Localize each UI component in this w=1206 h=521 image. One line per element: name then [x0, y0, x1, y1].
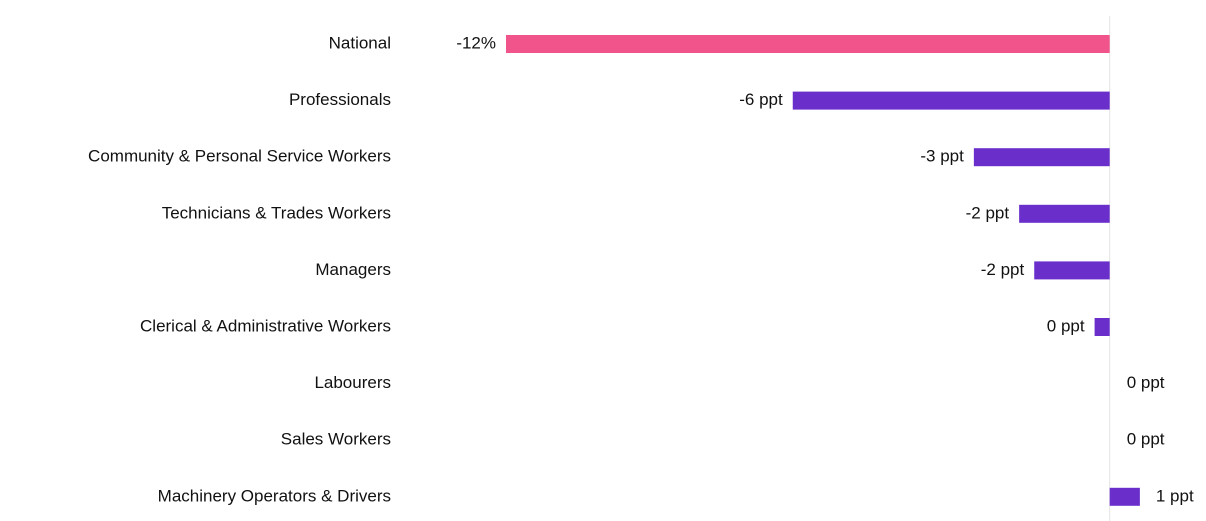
bar	[1019, 204, 1110, 223]
category-label: Managers	[315, 260, 391, 279]
value-label: -12%	[456, 33, 496, 52]
value-label: 0 ppt	[1127, 373, 1165, 392]
category-label: National	[329, 33, 391, 52]
value-label: 1 ppt	[1156, 486, 1194, 505]
value-label: -6 ppt	[739, 90, 783, 109]
value-label: 0 ppt	[1047, 316, 1085, 335]
value-label: -3 ppt	[920, 147, 964, 166]
category-label: Professionals	[289, 90, 391, 109]
bar	[973, 148, 1110, 167]
category-label: Clerical & Administrative Workers	[140, 316, 391, 335]
value-label: -2 ppt	[981, 260, 1025, 279]
category-label: Machinery Operators & Drivers	[158, 486, 391, 505]
bar	[506, 35, 1110, 53]
bar	[792, 91, 1110, 110]
bar	[1094, 318, 1110, 336]
category-label: Technicians & Trades Workers	[162, 203, 391, 222]
bar	[1109, 487, 1140, 506]
category-label: Sales Workers	[281, 430, 391, 449]
category-label: Community & Personal Service Workers	[88, 147, 391, 166]
value-label: 0 ppt	[1127, 430, 1165, 449]
category-label: Labourers	[314, 373, 391, 392]
value-label: -2 ppt	[966, 203, 1010, 222]
bar	[1034, 261, 1110, 280]
